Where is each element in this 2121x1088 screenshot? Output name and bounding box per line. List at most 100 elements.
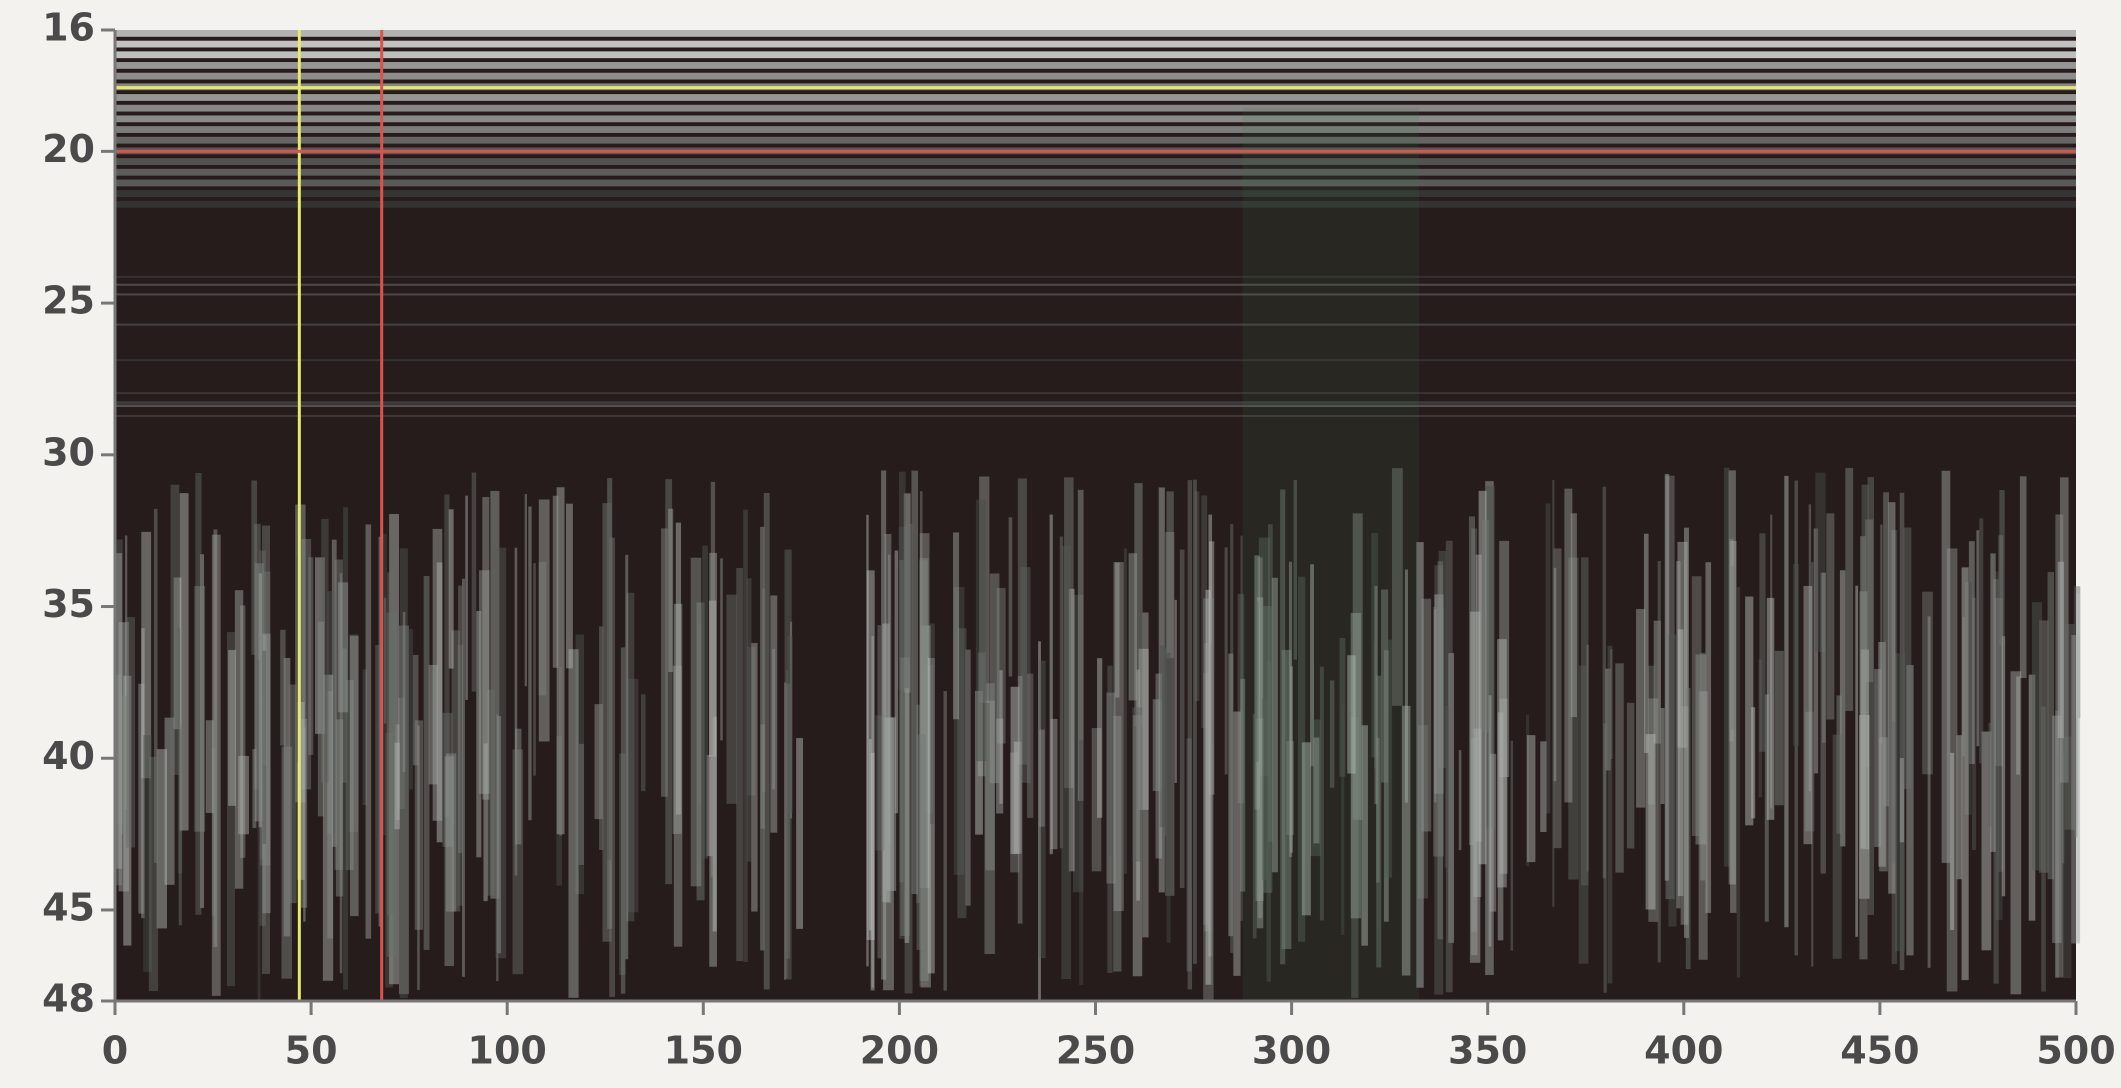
texture-streak bbox=[1437, 561, 1443, 940]
texture-streak bbox=[348, 634, 359, 832]
texture-streak bbox=[661, 528, 668, 797]
texture-streak bbox=[327, 691, 333, 939]
x-tick-label: 400 bbox=[1644, 1029, 1723, 1073]
texture-streak bbox=[402, 611, 406, 772]
texture-line bbox=[115, 283, 2076, 286]
texture-streak bbox=[1434, 594, 1444, 794]
texture-streak bbox=[394, 742, 401, 830]
y-tick-label: 35 bbox=[42, 582, 95, 626]
texture-streak bbox=[1208, 541, 1215, 795]
texture-streak bbox=[262, 525, 271, 974]
texture-streak bbox=[1433, 606, 1444, 857]
texture-streak bbox=[1166, 652, 1171, 943]
texture-band bbox=[115, 158, 2076, 165]
texture-streak bbox=[257, 659, 261, 1001]
texture-streak bbox=[1174, 599, 1177, 783]
texture-streak bbox=[1820, 572, 1826, 874]
texture-streak bbox=[1281, 649, 1292, 950]
texture-streak bbox=[1203, 673, 1209, 925]
texture-streak bbox=[1039, 660, 1046, 959]
texture-streak bbox=[451, 630, 461, 912]
texture-streak bbox=[785, 670, 789, 978]
y-tick-label: 20 bbox=[42, 127, 95, 171]
texture-streak bbox=[1792, 563, 1800, 746]
texture-streak bbox=[784, 682, 787, 980]
texture-streak bbox=[2075, 593, 2081, 942]
texture-streak bbox=[1836, 695, 1842, 834]
texture-streak bbox=[444, 756, 455, 967]
texture-streak bbox=[1610, 649, 1613, 759]
texture-streak bbox=[552, 495, 559, 668]
texture-streak bbox=[1677, 629, 1684, 897]
texture-streak bbox=[1860, 649, 1870, 850]
texture-streak bbox=[1950, 752, 1955, 930]
texture-streak bbox=[1815, 472, 1826, 652]
texture-streak bbox=[1968, 541, 1975, 765]
texture-streak bbox=[894, 550, 899, 814]
texture-streak bbox=[1468, 516, 1475, 846]
texture-streak bbox=[138, 683, 145, 914]
x-tick-label: 50 bbox=[285, 1029, 338, 1073]
texture-streak bbox=[1401, 705, 1411, 976]
texture-streak bbox=[2052, 715, 2062, 943]
texture-streak bbox=[903, 493, 911, 693]
texture-streak bbox=[148, 756, 159, 992]
texture-streak bbox=[1313, 737, 1320, 844]
texture-streak bbox=[514, 547, 518, 876]
texture-streak bbox=[1883, 492, 1890, 807]
texture-streak bbox=[2032, 602, 2043, 871]
texture-streak bbox=[871, 636, 874, 988]
texture-streak bbox=[1730, 565, 1736, 730]
texture-streak bbox=[975, 499, 987, 762]
texture-streak bbox=[395, 724, 400, 821]
texture-streak bbox=[1552, 479, 1555, 907]
texture-streak bbox=[457, 644, 463, 906]
texture-streak bbox=[665, 479, 673, 885]
texture-streak bbox=[919, 533, 930, 888]
texture-streak bbox=[708, 600, 717, 757]
texture-line bbox=[115, 392, 2076, 395]
texture-streak bbox=[868, 739, 872, 931]
texture-streak bbox=[1764, 694, 1769, 922]
texture-streak bbox=[709, 552, 717, 967]
texture-streak bbox=[2010, 671, 2022, 995]
texture-streak bbox=[1485, 485, 1496, 828]
texture-streak bbox=[1293, 480, 1298, 660]
texture-streak bbox=[398, 697, 405, 809]
texture-streak bbox=[412, 654, 419, 766]
texture-streak bbox=[1106, 692, 1116, 884]
texture-streak bbox=[448, 509, 454, 669]
texture-streak bbox=[1981, 731, 1992, 951]
texture-streak bbox=[1240, 535, 1243, 921]
texture-streak bbox=[164, 717, 175, 885]
texture-streak bbox=[262, 634, 267, 766]
texture-streak bbox=[1956, 735, 1963, 880]
texture-streak bbox=[1256, 597, 1264, 929]
y-tick-label: 30 bbox=[42, 430, 95, 474]
texture-streak bbox=[1705, 562, 1712, 913]
texture-streak bbox=[1745, 596, 1754, 826]
texture-streak bbox=[1298, 576, 1306, 942]
texture-streak bbox=[607, 478, 613, 929]
texture-streak bbox=[1677, 541, 1688, 748]
texture-streak bbox=[1998, 535, 2004, 872]
texture-streak bbox=[911, 470, 919, 895]
texture-streak bbox=[428, 664, 438, 785]
x-tick-label: 500 bbox=[2036, 1029, 2115, 1073]
texture-streak bbox=[1660, 708, 1665, 804]
texture-streak bbox=[1072, 594, 1084, 893]
texture-streak bbox=[1448, 653, 1455, 943]
texture-streak bbox=[288, 684, 297, 904]
x-tick-label: 100 bbox=[468, 1029, 547, 1073]
texture-streak bbox=[116, 539, 123, 825]
texture-streak bbox=[1540, 741, 1547, 833]
texture-streak bbox=[1309, 719, 1321, 857]
texture-streak bbox=[1728, 470, 1736, 885]
texture-streak bbox=[568, 649, 579, 998]
texture-streak bbox=[1166, 491, 1174, 659]
texture-streak bbox=[442, 712, 453, 847]
texture-streak bbox=[389, 513, 399, 985]
texture-streak bbox=[919, 491, 923, 744]
texture-streak bbox=[1482, 520, 1490, 733]
